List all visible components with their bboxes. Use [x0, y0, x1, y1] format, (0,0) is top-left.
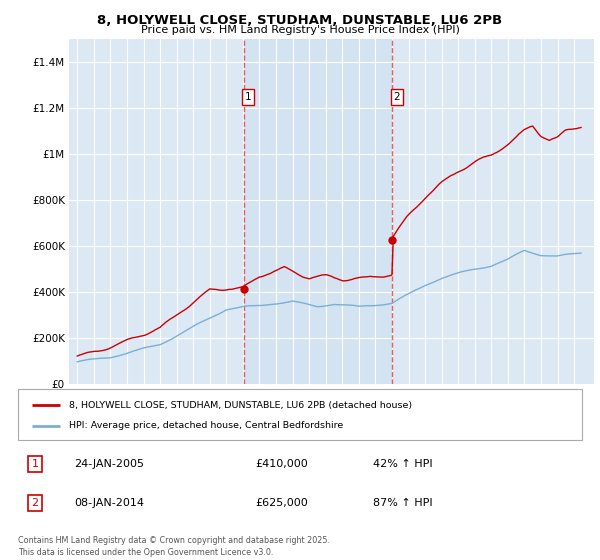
Text: £410,000: £410,000 — [255, 459, 308, 469]
FancyBboxPatch shape — [18, 389, 582, 440]
Text: 08-JAN-2014: 08-JAN-2014 — [74, 498, 145, 508]
Text: 1: 1 — [31, 459, 38, 469]
Bar — [244, 39, 392, 384]
Text: 2: 2 — [394, 92, 400, 102]
Text: 8, HOLYWELL CLOSE, STUDHAM, DUNSTABLE, LU6 2PB: 8, HOLYWELL CLOSE, STUDHAM, DUNSTABLE, L… — [97, 14, 503, 27]
Text: 8, HOLYWELL CLOSE, STUDHAM, DUNSTABLE, LU6 2PB (detached house): 8, HOLYWELL CLOSE, STUDHAM, DUNSTABLE, L… — [69, 401, 412, 410]
Text: 2: 2 — [31, 498, 38, 508]
Text: £625,000: £625,000 — [255, 498, 308, 508]
Text: 24-JAN-2005: 24-JAN-2005 — [74, 459, 145, 469]
Text: 87% ↑ HPI: 87% ↑ HPI — [373, 498, 433, 508]
Text: Contains HM Land Registry data © Crown copyright and database right 2025.
This d: Contains HM Land Registry data © Crown c… — [18, 536, 330, 557]
Text: HPI: Average price, detached house, Central Bedfordshire: HPI: Average price, detached house, Cent… — [69, 422, 343, 431]
Text: 1: 1 — [245, 92, 251, 102]
Text: 42% ↑ HPI: 42% ↑ HPI — [373, 459, 433, 469]
Text: Price paid vs. HM Land Registry's House Price Index (HPI): Price paid vs. HM Land Registry's House … — [140, 25, 460, 35]
